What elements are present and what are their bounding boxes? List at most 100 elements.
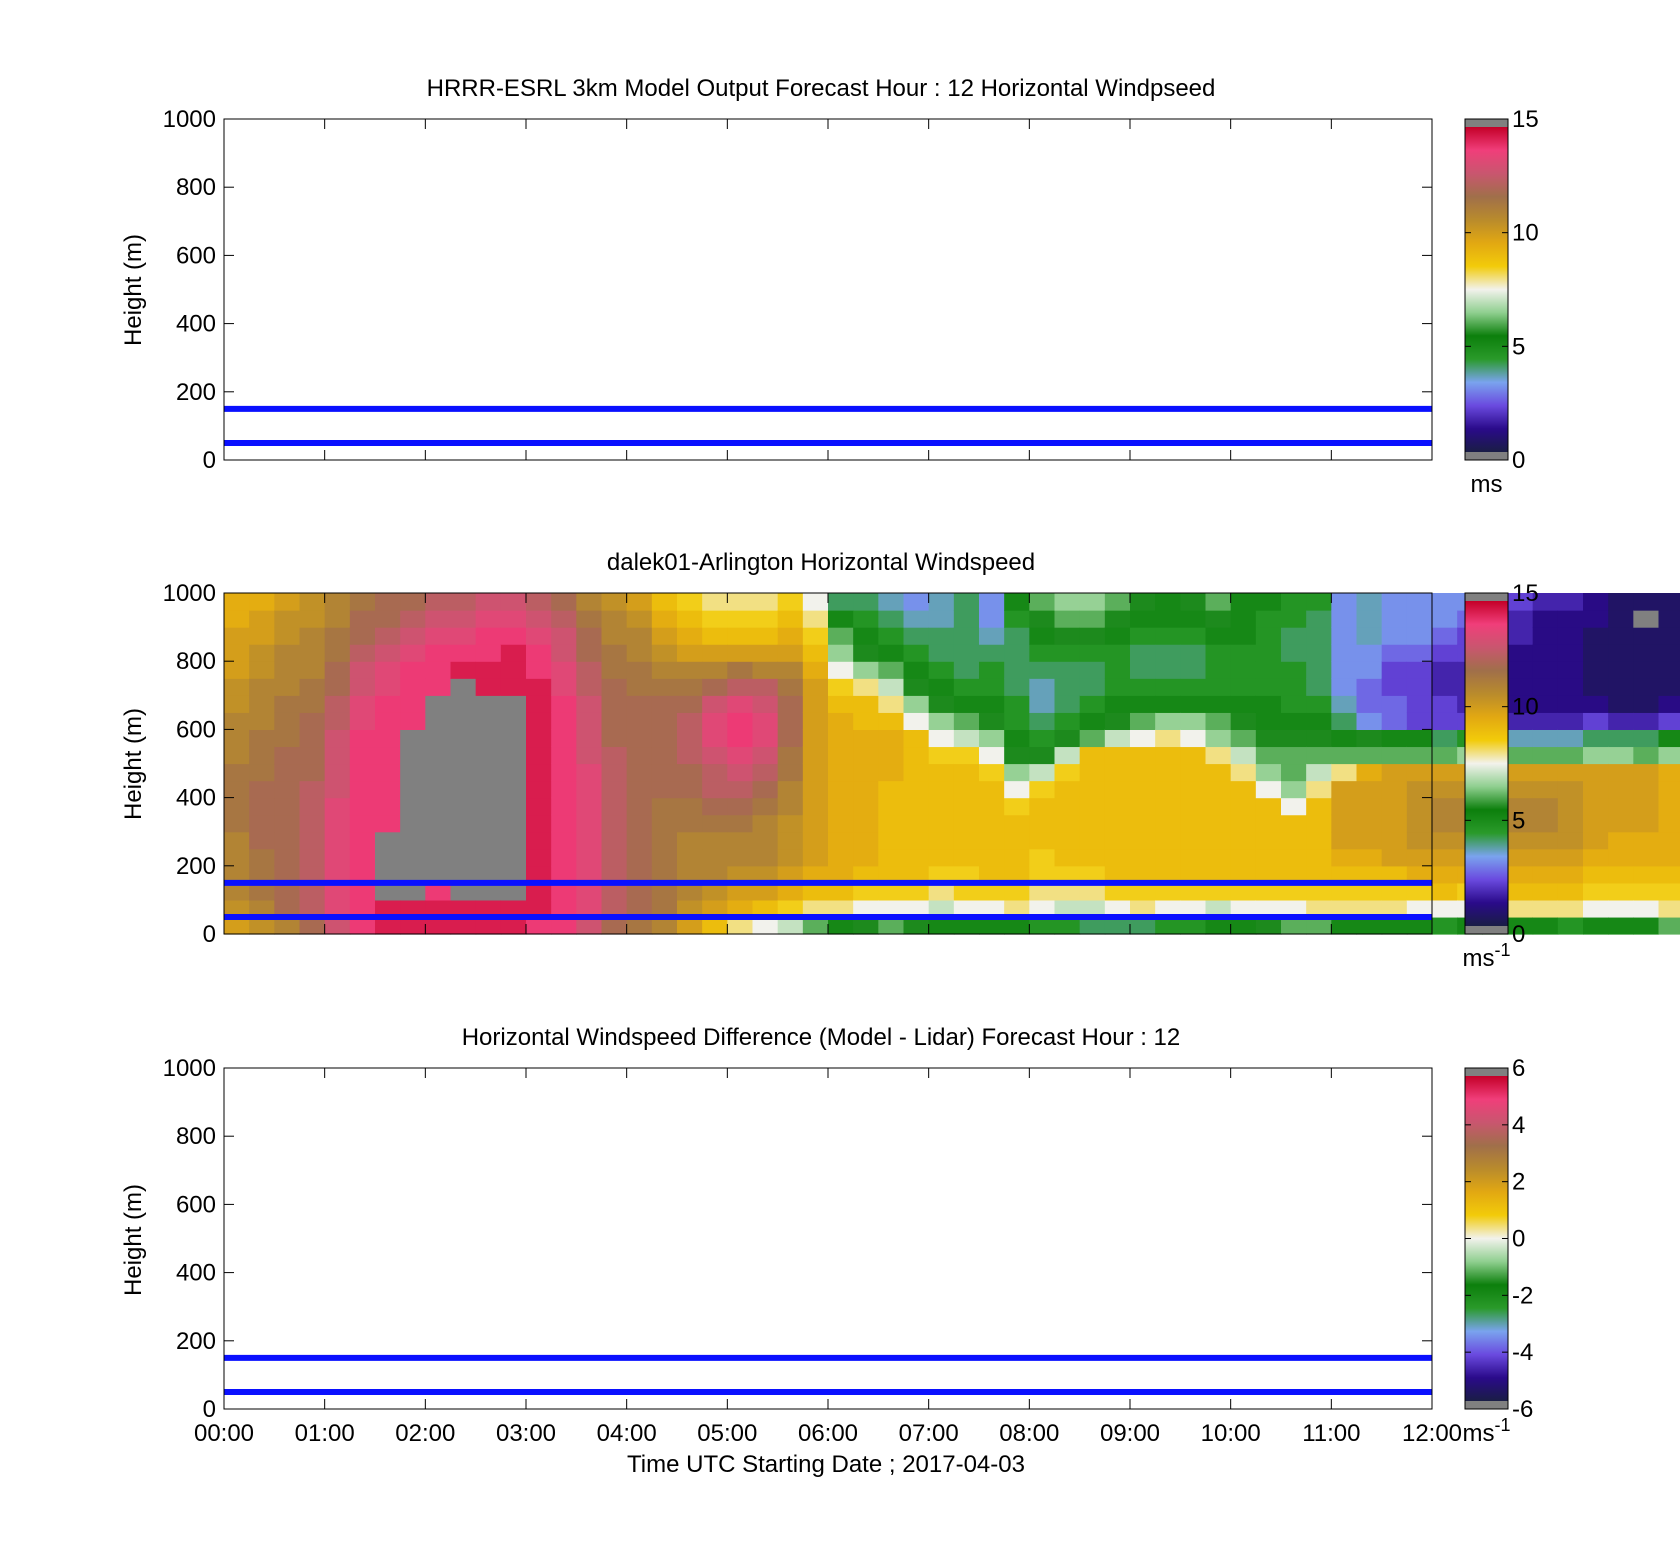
heatmap-cell [1356, 865, 1383, 884]
heatmap-cell [475, 848, 502, 867]
heatmap-cell [702, 831, 728, 850]
heatmap-cell [1406, 882, 1433, 901]
heatmap-cell [752, 661, 779, 679]
heatmap-cell [1331, 661, 1358, 679]
heatmap-cell [979, 831, 1005, 850]
heatmap-cell [953, 882, 980, 901]
heatmap-cell [979, 695, 1005, 713]
x-tick-label: 07:00 [899, 1420, 959, 1447]
heatmap-cell [828, 916, 854, 935]
heatmap-cell [1658, 712, 1680, 730]
heatmap-cell [702, 780, 728, 799]
heatmap-cell [601, 797, 628, 816]
heatmap-cell [777, 814, 804, 833]
heatmap-cell [249, 916, 275, 935]
panel-difference: Horizontal Windspeed Difference (Model -… [120, 1024, 1533, 1447]
heatmap-cell [1432, 797, 1458, 816]
heatmap-cell [853, 661, 879, 679]
heatmap-cell [375, 814, 401, 833]
heatmap-cell [1054, 899, 1081, 918]
heatmap-cell [1205, 797, 1232, 816]
heatmap-cell [1557, 644, 1584, 662]
heatmap-cell [1104, 899, 1131, 918]
heatmap-cell [802, 746, 829, 765]
heatmap-cell [1633, 797, 1660, 816]
heatmap-cell [1583, 678, 1609, 696]
heatmap-cell [526, 729, 552, 748]
heatmap-cell [702, 644, 728, 662]
heatmap-cell [1281, 848, 1307, 867]
colorbar-cap-top [1465, 593, 1508, 601]
heatmap-cell [1104, 831, 1131, 850]
heatmap-cell [651, 916, 678, 935]
heatmap-cell [475, 627, 502, 645]
heatmap-cell [677, 661, 703, 679]
heatmap-cell [802, 712, 829, 730]
heatmap-cell [576, 627, 603, 645]
heatmap-cell [249, 678, 275, 696]
heatmap-cell [500, 865, 527, 884]
heatmap-cell [1054, 763, 1081, 782]
heatmap-cell [1004, 627, 1030, 645]
heatmap-cell [1658, 848, 1680, 867]
heatmap-cell [1104, 780, 1131, 799]
heatmap-cell [1079, 644, 1106, 662]
heatmap-cell [953, 797, 980, 816]
heatmap-cell [1230, 644, 1257, 662]
heatmap-cell [500, 661, 527, 679]
heatmap-cell [551, 882, 577, 901]
heatmap-cell [1054, 797, 1081, 816]
heatmap-cell [1608, 831, 1634, 850]
heatmap-cell [1557, 593, 1584, 611]
heatmap-cell [1180, 797, 1207, 816]
heatmap-cell [1583, 882, 1609, 901]
heatmap-cell [702, 814, 728, 833]
heatmap-cell [299, 882, 326, 901]
heatmap-cell [853, 644, 879, 662]
colorbar-gradient [1465, 1076, 1508, 1401]
heatmap-cell [1658, 610, 1680, 628]
heatmap-cell [1230, 899, 1257, 918]
heatmap-cell [979, 610, 1005, 628]
heatmap-cell [1381, 763, 1408, 782]
heatmap-cell [375, 899, 401, 918]
heatmap-cell [1507, 814, 1534, 833]
heatmap-cell [1557, 814, 1584, 833]
heatmap-cell [1255, 763, 1282, 782]
heatmap-cell [752, 865, 779, 884]
colorbar-unit-exponent: -1 [1494, 1415, 1510, 1435]
heatmap-cell [1432, 729, 1458, 748]
colorbar-cap-top [1465, 119, 1508, 127]
heatmap-cell [651, 593, 678, 611]
heatmap-cell [576, 797, 603, 816]
heatmap-cell [1406, 916, 1433, 935]
panel-model-ylabel: Height (m) [120, 234, 147, 346]
heatmap-cell [828, 899, 854, 918]
heatmap-cell [1557, 780, 1584, 799]
heatmap-cell [1004, 882, 1030, 901]
heatmap-cell [1079, 780, 1106, 799]
heatmap-cell [450, 627, 477, 645]
heatmap-cell [727, 627, 754, 645]
heatmap-cell [324, 746, 351, 765]
y-tick-label: 1000 [163, 580, 216, 607]
heatmap-cell [802, 627, 829, 645]
heatmap-cell [1406, 831, 1433, 850]
heatmap-cell [551, 916, 577, 935]
heatmap-cell [1205, 763, 1232, 782]
heatmap-cell [727, 865, 754, 884]
heatmap-cell [677, 848, 703, 867]
heatmap-cell [1230, 797, 1257, 816]
colorbar-cap-bottom [1465, 452, 1508, 460]
heatmap-cell [953, 712, 980, 730]
heatmap-cell [324, 831, 351, 850]
heatmap-cell [1381, 695, 1408, 713]
heatmap-cell [1255, 593, 1282, 611]
heatmap-cell [1004, 865, 1030, 884]
heatmap-cell [828, 797, 854, 816]
heatmap-cell [500, 831, 527, 850]
heatmap-cell [450, 916, 477, 935]
heatmap-cell [375, 848, 401, 867]
heatmap-cell [299, 780, 326, 799]
heatmap-cell [324, 865, 351, 884]
